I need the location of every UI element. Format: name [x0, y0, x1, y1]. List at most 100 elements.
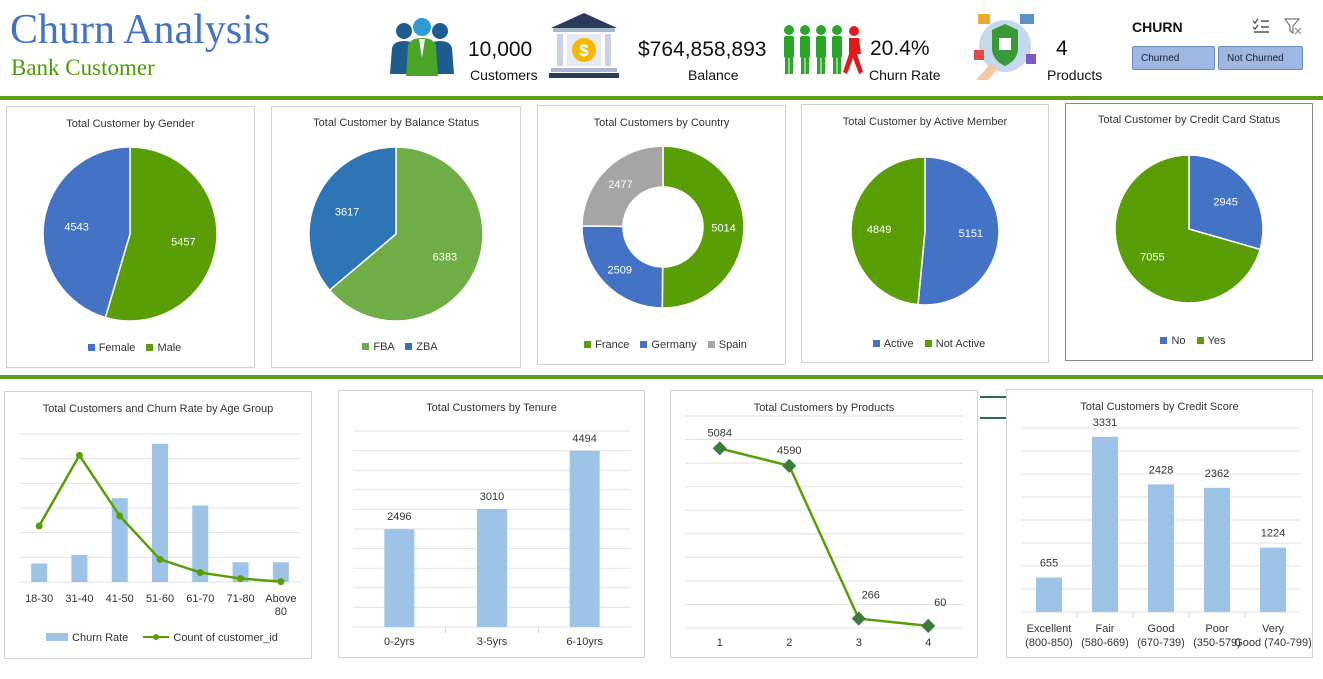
balance-chart-panel: Total Customer by Balance Status 6383 361… [271, 106, 521, 368]
pie-slice [917, 156, 1000, 306]
legend-swatch [46, 633, 69, 641]
gender-pie-chart: 5457 4543 [42, 146, 218, 322]
line-point [921, 618, 936, 633]
chart-title: Total Customers by Tenure [426, 402, 557, 414]
line-point [156, 555, 164, 563]
chart-title: Total Customer by Credit Card Status [1097, 114, 1281, 126]
legend-swatch [584, 341, 592, 348]
kpi-balance-value: $764,858,893 [638, 38, 767, 61]
axis-tick-label: 3-5yrs [477, 636, 508, 648]
axis-tick-label: 61-70 [186, 593, 214, 605]
data-label: 3010 [480, 491, 504, 503]
data-label: 7055 [1140, 252, 1164, 264]
tenure-bar-chart: 2496 0-2yrs 3010 3-5yrs 4494 6-10yrs [353, 430, 631, 648]
age-chart-panel: Total Customers and Churn Rate by Age Gr… [4, 391, 312, 659]
axis-tick-label: 2 [786, 637, 792, 649]
decorative-line [980, 396, 1008, 398]
data-label: 4494 [572, 433, 596, 445]
kpi-balance-label: Balance [688, 67, 739, 83]
balance-pie-chart: 6383 3617 [308, 146, 484, 322]
churn-people-icon [784, 25, 863, 74]
chart-title: Total Customer by Balance Status [313, 117, 479, 129]
page-title: Churn Analysis [10, 7, 271, 53]
axis-tick-label: 0-2yrs [384, 636, 415, 648]
chart-title: Total Customer by Gender [66, 118, 195, 130]
chart-title: Total Customers by Country [593, 117, 730, 129]
kpi-products-label: Products [1047, 67, 1103, 83]
axis-tick-label: 80 [275, 606, 287, 618]
legend-label: Female [98, 342, 136, 354]
kpi-products-value: 4 [1056, 37, 1068, 60]
data-label: 3617 [335, 206, 359, 218]
bar [71, 554, 88, 582]
axis-tick-label: 4 [925, 637, 931, 649]
axis-tick-label: Good [1148, 623, 1175, 635]
axis-tick-label: Fair [1096, 623, 1115, 635]
section-divider [0, 375, 1323, 379]
legend-swatch [1160, 337, 1168, 344]
chart-title: Total Customers and Churn Rate by Age Gr… [42, 403, 274, 415]
kpi-churn-label: Churn Rate [869, 67, 941, 83]
kpi-customers-label: Customers [470, 67, 538, 83]
data-label: 2496 [387, 511, 411, 523]
data-label: 5457 [171, 237, 195, 249]
line-point [75, 451, 83, 459]
legend-swatch [872, 340, 880, 347]
axis-tick-label: (580-669) [1081, 637, 1129, 649]
svg-text:$: $ [579, 41, 589, 60]
legend-label: Male [157, 342, 182, 354]
data-label: 3331 [1093, 417, 1117, 429]
multi-select-icon[interactable] [1251, 17, 1271, 35]
axis-tick-label: Poor [1205, 623, 1229, 635]
axis-tick-label: (670-739) [1137, 637, 1185, 649]
bar [111, 498, 128, 582]
axis-tick-label: Very [1262, 623, 1285, 635]
bar [1260, 547, 1286, 612]
data-label: 4849 [867, 224, 891, 236]
axis-tick-label: Above [265, 593, 296, 605]
pie-slice [1188, 154, 1264, 251]
bar [1092, 436, 1118, 612]
data-label: 5014 [711, 222, 735, 234]
bar [272, 562, 289, 582]
legend-swatch [1196, 337, 1204, 344]
legend-label: Not Active [935, 338, 986, 350]
active-pie-chart: 5151 4849 [850, 156, 1000, 306]
legend-label: France [595, 339, 630, 351]
axis-tick-label: 41-50 [106, 593, 134, 605]
decorative-line [980, 417, 1008, 419]
legend-swatch [640, 341, 648, 348]
page-subtitle: Bank Customer [11, 55, 155, 80]
data-label: 266 [862, 590, 880, 602]
legend-label: Spain [718, 339, 747, 351]
slicer-option-churned[interactable]: Churned [1132, 46, 1215, 70]
slicer-option-not-churned[interactable]: Not Churned [1218, 46, 1303, 70]
legend-swatch [146, 344, 154, 351]
card-chart-panel: Total Customer by Credit Card Status 294… [1065, 103, 1313, 361]
clear-filter-icon[interactable] [1283, 17, 1303, 35]
bar [1148, 484, 1174, 612]
data-label: 4543 [64, 221, 88, 233]
axis-tick-label: 1 [717, 637, 723, 649]
legend-label: FBA [373, 341, 395, 353]
chart-title: Total Customer by Active Member [842, 116, 1008, 128]
line-point [196, 569, 204, 577]
axis-tick-label: 3 [856, 637, 862, 649]
axis-tick-label: (800-850) [1025, 637, 1073, 649]
data-label: 5084 [708, 427, 732, 439]
legend-swatch [924, 340, 932, 347]
bar [31, 563, 48, 582]
legend-swatch [362, 343, 370, 350]
header-divider [0, 96, 1323, 100]
data-label: 2428 [1149, 464, 1173, 476]
legend-label: ZBA [416, 341, 438, 353]
data-label: 2477 [608, 179, 632, 191]
legend-label: Count of customer_id [173, 632, 278, 644]
bar [1036, 577, 1062, 612]
legend-swatch [87, 344, 95, 351]
line-point [851, 611, 866, 626]
data-label: 2945 [1213, 196, 1237, 208]
axis-tick-label: 71-80 [227, 593, 255, 605]
line-point [712, 441, 727, 456]
